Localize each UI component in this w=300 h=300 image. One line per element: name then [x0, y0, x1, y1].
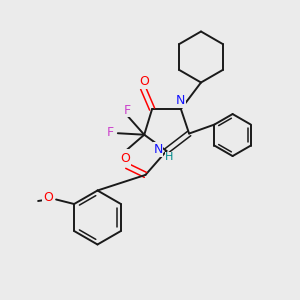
Text: H: H [165, 152, 174, 163]
Text: N: N [176, 94, 186, 107]
Text: N: N [153, 143, 163, 156]
Text: O: O [121, 152, 130, 165]
Text: O: O [43, 190, 53, 204]
Text: O: O [140, 75, 149, 88]
Text: F: F [124, 103, 131, 117]
Text: F: F [107, 126, 114, 139]
Text: F: F [122, 150, 129, 163]
